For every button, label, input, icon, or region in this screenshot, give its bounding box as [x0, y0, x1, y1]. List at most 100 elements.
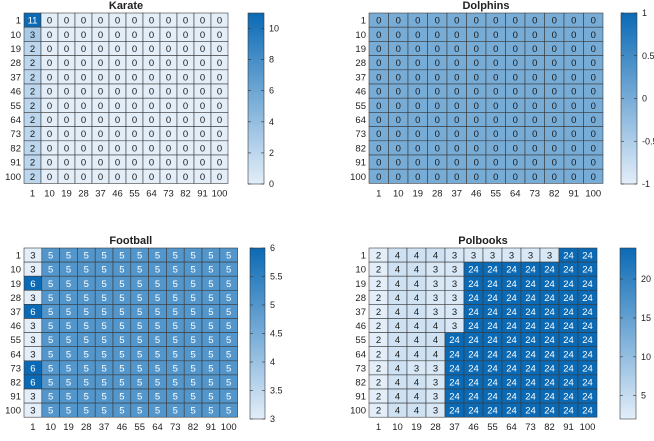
cell-label: 3 [433, 406, 438, 417]
x-tick-label: 46 [471, 188, 482, 199]
cell-label: 5 [226, 349, 231, 360]
cell-label: 0 [81, 87, 86, 98]
y-tick-label: 46 [10, 87, 21, 98]
cell-label: 0 [47, 72, 52, 83]
cell-label: 0 [552, 101, 557, 112]
cell-label: 2 [376, 406, 381, 417]
cell-label: 24 [544, 377, 555, 388]
cell-label: 24 [582, 279, 593, 290]
cell-label: 24 [525, 363, 536, 374]
cell-label: 5 [119, 363, 124, 374]
cell-label: 5 [208, 251, 213, 262]
cell-label: 0 [115, 72, 120, 83]
cell-label: 0 [149, 172, 154, 183]
colorbar-tick-label: 15 [641, 313, 651, 323]
cell-label: 0 [149, 30, 154, 41]
cell-label: 0 [149, 115, 154, 126]
cell-label: 0 [435, 58, 440, 69]
cell-label: 0 [415, 30, 420, 41]
cell-label: 5 [119, 377, 124, 388]
cell-label: 0 [376, 30, 381, 41]
cell-label: 0 [571, 129, 576, 140]
cell-label: 5 [226, 377, 231, 388]
cell-label: 5 [155, 363, 160, 374]
cell-label: 5 [173, 406, 178, 417]
cell-label: 0 [493, 158, 498, 169]
cell-label: 0 [435, 101, 440, 112]
cell-label: 0 [571, 158, 576, 169]
cell-label: 5 [48, 392, 53, 403]
cell-label: 0 [376, 72, 381, 83]
cell-label: 24 [468, 335, 479, 346]
cell-label: 5 [66, 392, 71, 403]
x-tick-label: 46 [117, 422, 128, 433]
cell-label: 24 [582, 377, 593, 388]
cell-label: 0 [166, 115, 171, 126]
cell-label: 0 [183, 72, 188, 83]
cell-label: 0 [47, 115, 52, 126]
cell-label: 0 [552, 30, 557, 41]
y-tick-label: 73 [10, 129, 21, 140]
cell-label: 5 [190, 307, 195, 318]
cell-label: 3 [452, 293, 457, 304]
cell-label: 24 [487, 265, 498, 276]
cell-label: 0 [376, 101, 381, 112]
cell-label: 0 [435, 87, 440, 98]
cell-label: 0 [493, 87, 498, 98]
cell-label: 0 [47, 58, 52, 69]
cell-label: 0 [396, 172, 401, 183]
cell-label: 2 [376, 251, 381, 262]
cell-label: 5 [101, 363, 106, 374]
x-tick-label: 37 [95, 188, 106, 199]
cell-label: 0 [200, 143, 205, 154]
cell-label: 0 [115, 101, 120, 112]
cell-label: 0 [47, 101, 52, 112]
cell-label: 0 [493, 172, 498, 183]
cell-label: 0 [64, 58, 69, 69]
cell-label: 0 [81, 16, 86, 27]
cell-label: 24 [582, 335, 593, 346]
heatmap-cell [210, 168, 229, 184]
cell-label: 0 [435, 16, 440, 27]
cell-label: 0 [98, 115, 103, 126]
cell-label: 24 [487, 335, 498, 346]
x-tick-label: 10 [45, 422, 56, 433]
cell-label: 24 [525, 321, 536, 332]
cell-label: 0 [64, 129, 69, 140]
cell-label: 5 [137, 321, 142, 332]
cell-label: 0 [571, 58, 576, 69]
cell-label: 5 [101, 406, 106, 417]
cell-label: 3 [452, 279, 457, 290]
cell-label: 0 [454, 87, 459, 98]
cell-label: 0 [183, 16, 188, 27]
x-tick-label: 91 [568, 188, 579, 199]
cell-label: 0 [98, 172, 103, 183]
cell-label: 0 [415, 72, 420, 83]
cell-label: 0 [64, 16, 69, 27]
cell-label: 0 [532, 16, 537, 27]
cell-label: 5 [119, 251, 124, 262]
cell-label: 0 [591, 115, 596, 126]
cell-label: 5 [173, 307, 178, 318]
cell-label: 0 [591, 101, 596, 112]
cell-label: 0 [532, 87, 537, 98]
cell-label: 5 [208, 335, 213, 346]
cell-label: 0 [166, 172, 171, 183]
y-tick-label: 91 [10, 158, 21, 169]
x-tick-label: 1 [30, 422, 35, 433]
x-tick-label: 19 [412, 188, 423, 199]
cell-label: 0 [166, 44, 171, 55]
cell-label: 24 [525, 307, 536, 318]
cell-label: 5 [84, 321, 89, 332]
cell-label: 24 [525, 406, 536, 417]
cell-label: 5 [101, 349, 106, 360]
chart-title: Dolphins [462, 0, 509, 12]
cell-label: 2 [376, 349, 381, 360]
cell-label: 0 [115, 44, 120, 55]
cell-label: 5 [119, 293, 124, 304]
y-tick-label: 64 [10, 349, 21, 360]
colorbar-tick-label: 3 [270, 414, 275, 424]
cell-label: 0 [532, 172, 537, 183]
cell-label: 4 [433, 349, 438, 360]
